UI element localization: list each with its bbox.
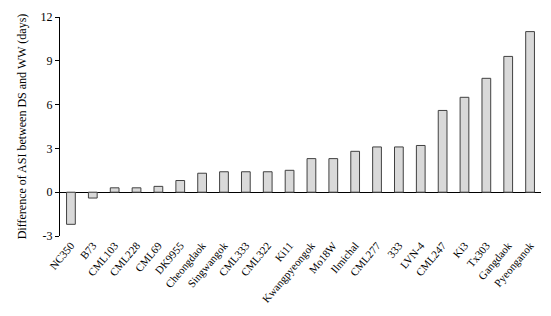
svg-text:3: 3 xyxy=(47,142,53,156)
svg-text:Pyeonganok: Pyeonganok xyxy=(492,239,536,289)
svg-text:Ki3: Ki3 xyxy=(450,239,470,260)
svg-text:Difference of ASI between DS a: Difference of ASI between DS and WW (day… xyxy=(15,14,29,240)
svg-text:Gangdaok: Gangdaok xyxy=(476,239,515,282)
svg-text:CML103: CML103 xyxy=(85,239,120,278)
svg-text:CML228: CML228 xyxy=(107,239,142,278)
svg-text:Cheongdaok: Cheongdaok xyxy=(163,239,208,290)
svg-text:DK9955: DK9955 xyxy=(152,239,186,276)
svg-text:CML69: CML69 xyxy=(133,239,165,274)
svg-text:0: 0 xyxy=(47,185,53,199)
svg-text:LVN-4: LVN-4 xyxy=(398,239,427,271)
svg-text:Kwangpyeongok: Kwangpyeongok xyxy=(260,239,318,305)
svg-text:Tx303: Tx303 xyxy=(464,239,492,269)
svg-text:12: 12 xyxy=(41,10,53,24)
svg-text:Ilmichal: Ilmichal xyxy=(328,240,361,276)
svg-text:Ki11: Ki11 xyxy=(272,240,295,264)
svg-text:CML277: CML277 xyxy=(348,239,383,278)
svg-text:9: 9 xyxy=(47,54,53,68)
svg-text:-3: -3 xyxy=(43,229,53,243)
svg-text:6: 6 xyxy=(47,98,53,112)
svg-text:Mo18W: Mo18W xyxy=(306,239,339,275)
svg-text:333: 333 xyxy=(385,239,405,260)
svg-text:CML247: CML247 xyxy=(413,239,448,278)
svg-text:CML322: CML322 xyxy=(238,240,273,279)
svg-text:B73: B73 xyxy=(78,239,99,261)
svg-text:NC350: NC350 xyxy=(47,239,77,271)
svg-text:CML333: CML333 xyxy=(216,239,251,278)
svg-text:Singwangok: Singwangok xyxy=(185,239,230,289)
